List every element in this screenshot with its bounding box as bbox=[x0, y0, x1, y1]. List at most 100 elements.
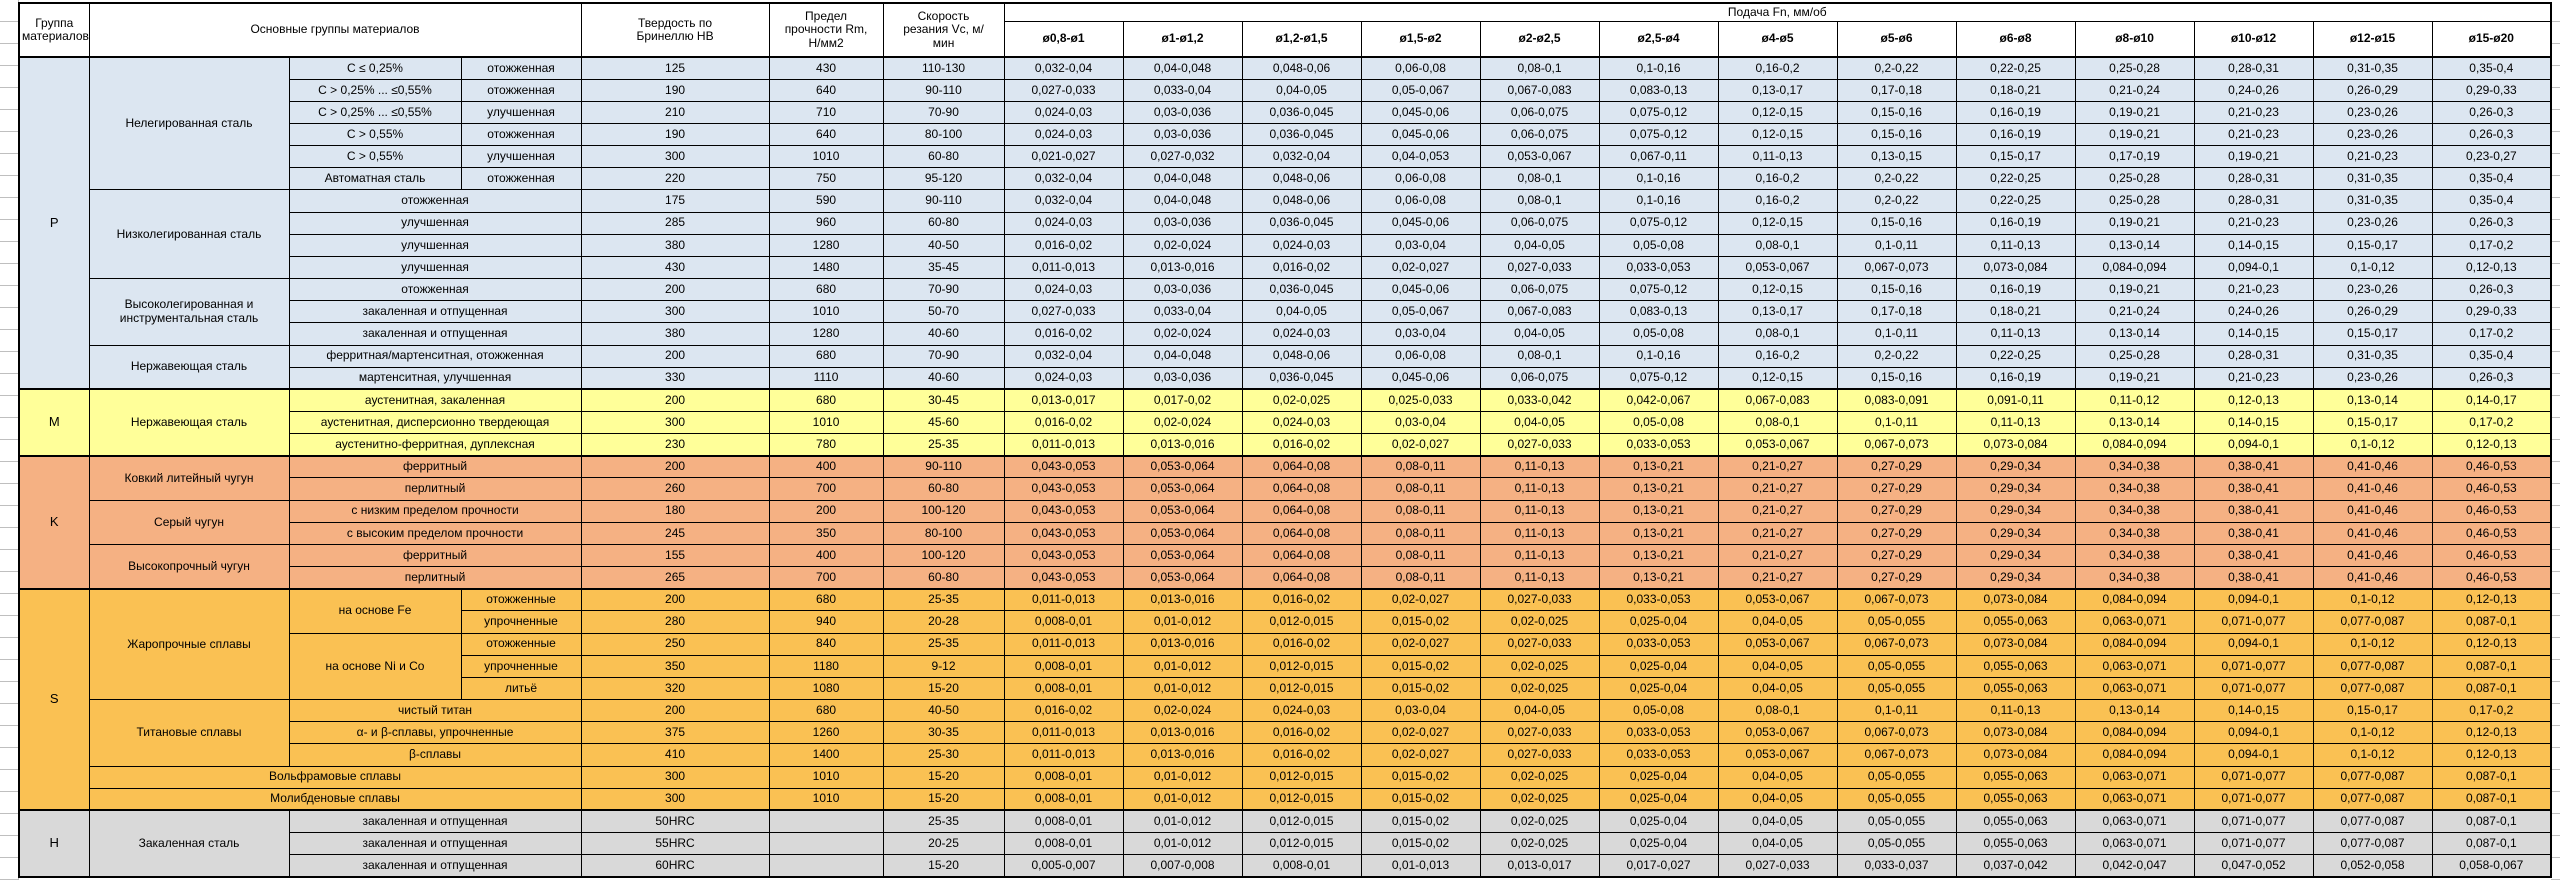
feed-cell[interactable]: 0,094-0,1 bbox=[2193, 255, 2314, 280]
feed-cell[interactable]: 0,012-0,015 bbox=[1241, 676, 1362, 701]
material-cell[interactable]: Вольфрамовые сплавы bbox=[88, 765, 582, 789]
material-cell[interactable]: с низким пределом прочности bbox=[288, 499, 582, 523]
cutting-speed-cell[interactable]: 25-35 bbox=[882, 632, 1005, 656]
feed-cell[interactable]: 0,12-0,15 bbox=[1717, 278, 1838, 302]
hardness-cell[interactable]: 200 bbox=[580, 454, 770, 479]
feed-cell[interactable]: 0,067-0,083 bbox=[1479, 300, 1600, 324]
feed-cell[interactable]: 0,08-0,1 bbox=[1479, 344, 1600, 368]
feed-cell[interactable]: 0,29-0,34 bbox=[1955, 521, 2076, 545]
hardness-cell[interactable]: 300 bbox=[580, 787, 770, 811]
feed-cell[interactable]: 0,29-0,34 bbox=[1955, 477, 2076, 501]
feed-cell[interactable]: 0,055-0,063 bbox=[1955, 610, 2076, 634]
strength-cell[interactable]: 400 bbox=[768, 454, 884, 479]
feed-cell[interactable]: 0,21-0,23 bbox=[2193, 122, 2314, 147]
feed-cell[interactable]: 0,22-0,25 bbox=[1955, 189, 2076, 213]
feed-cell[interactable]: 0,073-0,084 bbox=[1955, 587, 2076, 612]
feed-cell[interactable]: 0,016-0,02 bbox=[1003, 699, 1124, 723]
feed-cell[interactable]: 0,34-0,38 bbox=[2074, 521, 2195, 545]
hardness-cell[interactable]: 300 bbox=[580, 300, 770, 324]
strength-cell[interactable]: 700 bbox=[768, 566, 884, 590]
feed-cell[interactable]: 0,02-0,025 bbox=[1479, 765, 1600, 789]
feed-cell[interactable]: 0,071-0,077 bbox=[2193, 610, 2314, 634]
feed-cell[interactable]: 0,067-0,073 bbox=[1836, 743, 1957, 767]
header-main-material-groups[interactable]: Основные группы материалов bbox=[88, 2, 582, 58]
hardness-cell[interactable]: 200 bbox=[580, 587, 770, 612]
feed-cell[interactable]: 0,071-0,077 bbox=[2193, 654, 2314, 678]
feed-cell[interactable]: 0,025-0,04 bbox=[1598, 654, 1719, 678]
group-code-cell[interactable]: S bbox=[18, 587, 90, 811]
cutting-speed-cell[interactable]: 100-120 bbox=[882, 499, 1005, 523]
header-feed-diameter-10[interactable]: ø8-ø10 bbox=[2074, 20, 2195, 58]
feed-cell[interactable]: 0,024-0,03 bbox=[1003, 122, 1124, 147]
feed-cell[interactable]: 0,2-0,22 bbox=[1836, 344, 1957, 368]
feed-cell[interactable]: 0,03-0,036 bbox=[1122, 278, 1243, 302]
feed-cell[interactable]: 0,033-0,04 bbox=[1122, 78, 1243, 102]
feed-cell[interactable]: 0,46-0,53 bbox=[2431, 521, 2552, 545]
strength-cell[interactable]: 700 bbox=[768, 477, 884, 501]
feed-cell[interactable]: 0,04-0,05 bbox=[1717, 654, 1838, 678]
strength-cell[interactable]: 1010 bbox=[768, 300, 884, 324]
header-material-group[interactable]: Группа материалов bbox=[18, 2, 90, 58]
feed-cell[interactable]: 0,41-0,46 bbox=[2312, 477, 2433, 501]
strength-cell[interactable]: 710 bbox=[768, 100, 884, 124]
feed-cell[interactable]: 0,41-0,46 bbox=[2312, 454, 2433, 479]
material-cell[interactable]: с высоким пределом прочности bbox=[288, 521, 582, 545]
feed-cell[interactable]: 0,083-0,13 bbox=[1598, 78, 1719, 102]
feed-cell[interactable]: 0,12-0,15 bbox=[1717, 100, 1838, 124]
strength-cell[interactable]: 1400 bbox=[768, 743, 884, 767]
strength-cell[interactable]: 940 bbox=[768, 610, 884, 634]
feed-cell[interactable]: 0,13-0,21 bbox=[1598, 566, 1719, 590]
strength-cell[interactable]: 1110 bbox=[768, 366, 884, 390]
feed-cell[interactable]: 0,075-0,12 bbox=[1598, 211, 1719, 235]
feed-cell[interactable]: 0,013-0,016 bbox=[1122, 721, 1243, 745]
feed-cell[interactable]: 0,04-0,05 bbox=[1717, 610, 1838, 634]
material-cell[interactable]: C > 0,55% bbox=[288, 122, 462, 147]
header-feed-diameter-7[interactable]: ø4-ø5 bbox=[1717, 20, 1838, 58]
feed-cell[interactable]: 0,08-0,11 bbox=[1360, 477, 1481, 501]
cutting-speed-cell[interactable]: 40-50 bbox=[882, 233, 1005, 257]
material-cell[interactable]: C ≤ 0,25% bbox=[288, 55, 462, 80]
hardness-cell[interactable]: 320 bbox=[580, 676, 770, 701]
feed-cell[interactable]: 0,21-0,23 bbox=[2193, 211, 2314, 235]
cutting-speed-cell[interactable]: 25-30 bbox=[882, 743, 1005, 767]
feed-cell[interactable]: 0,04-0,05 bbox=[1717, 831, 1838, 856]
feed-cell[interactable]: 0,067-0,083 bbox=[1479, 78, 1600, 102]
material-cell[interactable]: α- и β-сплавы, упрочненные bbox=[288, 721, 582, 745]
feed-cell[interactable]: 0,41-0,46 bbox=[2312, 543, 2433, 568]
material-cell[interactable]: отожженная bbox=[288, 189, 582, 213]
feed-cell[interactable]: 0,024-0,03 bbox=[1241, 233, 1362, 257]
feed-cell[interactable]: 0,08-0,11 bbox=[1360, 499, 1481, 523]
feed-cell[interactable]: 0,26-0,3 bbox=[2431, 366, 2552, 390]
feed-cell[interactable]: 0,25-0,28 bbox=[2074, 55, 2195, 80]
cutting-speed-cell[interactable]: 60-80 bbox=[882, 211, 1005, 235]
feed-cell[interactable]: 0,025-0,04 bbox=[1598, 610, 1719, 634]
hardness-cell[interactable]: 300 bbox=[580, 145, 770, 169]
feed-cell[interactable]: 0,08-0,11 bbox=[1360, 521, 1481, 545]
feed-cell[interactable]: 0,043-0,053 bbox=[1003, 521, 1124, 545]
material-cell[interactable]: литьё bbox=[460, 676, 582, 701]
feed-cell[interactable]: 0,075-0,12 bbox=[1598, 122, 1719, 147]
feed-cell[interactable]: 0,05-0,08 bbox=[1598, 233, 1719, 257]
strength-cell[interactable]: 960 bbox=[768, 211, 884, 235]
feed-cell[interactable]: 0,053-0,067 bbox=[1717, 433, 1838, 457]
hardness-cell[interactable]: 430 bbox=[580, 255, 770, 280]
feed-cell[interactable]: 0,075-0,12 bbox=[1598, 100, 1719, 124]
feed-cell[interactable]: 0,41-0,46 bbox=[2312, 499, 2433, 523]
feed-cell[interactable]: 0,036-0,045 bbox=[1241, 122, 1362, 147]
feed-cell[interactable]: 0,35-0,4 bbox=[2431, 55, 2552, 80]
cutting-speed-cell[interactable]: 25-35 bbox=[882, 433, 1005, 457]
material-cell[interactable]: ферритный bbox=[288, 543, 582, 568]
feed-cell[interactable]: 0,025-0,04 bbox=[1598, 787, 1719, 811]
feed-cell[interactable]: 0,01-0,012 bbox=[1122, 654, 1243, 678]
material-cell[interactable]: отожженная bbox=[460, 122, 582, 147]
material-cell[interactable]: закаленная и отпущенная bbox=[288, 809, 582, 833]
hardness-cell[interactable]: 380 bbox=[580, 233, 770, 257]
feed-cell[interactable]: 0,03-0,036 bbox=[1122, 211, 1243, 235]
feed-cell[interactable]: 0,016-0,02 bbox=[1241, 587, 1362, 612]
feed-cell[interactable]: 0,08-0,1 bbox=[1479, 55, 1600, 80]
feed-cell[interactable]: 0,13-0,21 bbox=[1598, 543, 1719, 568]
feed-cell[interactable]: 0,036-0,045 bbox=[1241, 366, 1362, 390]
feed-cell[interactable]: 0,21-0,27 bbox=[1717, 566, 1838, 590]
feed-cell[interactable]: 0,02-0,027 bbox=[1360, 743, 1481, 767]
feed-cell[interactable]: 0,083-0,091 bbox=[1836, 388, 1957, 413]
